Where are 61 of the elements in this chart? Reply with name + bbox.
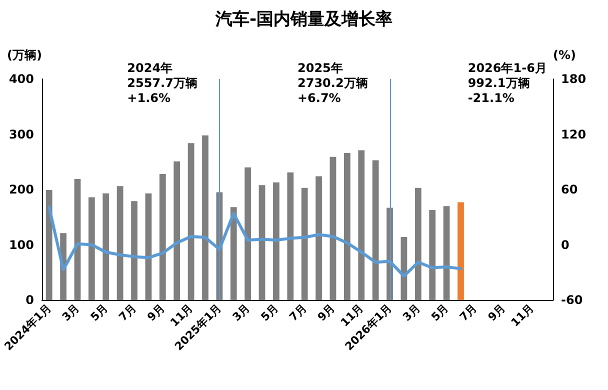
x-tick-label: 5月	[88, 301, 110, 324]
bar	[74, 179, 81, 300]
text: 2025年	[297, 61, 343, 75]
annotation: 992.1万辆	[468, 76, 530, 90]
bar	[287, 172, 294, 300]
x-tick-label: 9月	[144, 301, 168, 324]
bar	[244, 167, 252, 300]
bar	[443, 206, 450, 300]
annotation: +1.6%	[127, 91, 171, 105]
bar	[330, 156, 336, 300]
bar	[414, 188, 422, 300]
bar	[202, 135, 208, 300]
bar	[102, 193, 110, 300]
bar	[46, 190, 52, 300]
bar	[344, 153, 350, 300]
bar	[116, 186, 124, 300]
y-tick-label: 200	[8, 182, 34, 196]
bar	[301, 188, 308, 300]
annotation: 2730.2万辆	[297, 76, 368, 90]
bar	[159, 174, 166, 300]
bar	[174, 161, 180, 300]
x-tick-label: 7月	[286, 301, 310, 324]
bar	[429, 210, 436, 300]
bar	[258, 185, 266, 300]
y2-axis-title: (%)	[553, 48, 576, 62]
bar	[316, 176, 322, 300]
x-tick-label: 11月	[508, 301, 536, 330]
annotation: +6.7%	[297, 91, 341, 105]
bar	[230, 207, 237, 300]
text: 2026年1-6月	[468, 61, 547, 75]
x-tick-label: 9月	[315, 301, 338, 324]
bar	[273, 182, 280, 300]
text: 2024年	[127, 61, 173, 75]
y-axis-title: (万辆)	[7, 48, 42, 62]
y2-tick-label: 180	[561, 72, 586, 86]
bar	[358, 150, 365, 300]
x-tick-label: 7月	[457, 301, 480, 324]
y-tick-label: 300	[8, 127, 34, 142]
y-tick-label: 100	[8, 238, 34, 252]
y2-tick-label: -60	[561, 293, 583, 307]
bar	[458, 202, 464, 300]
x-tick-label: 3月	[60, 301, 82, 324]
annotation: -21.1%	[468, 91, 514, 105]
y-tick-label: 0	[26, 293, 34, 307]
x-tick-label: 5月	[258, 301, 281, 324]
bar	[88, 197, 95, 300]
annotation: 2557.7万辆	[127, 76, 198, 90]
y-tick-label: 400	[8, 72, 34, 86]
y2-tick-label: 0	[561, 238, 570, 252]
x-tick-label: 9月	[486, 301, 508, 324]
bar	[372, 160, 379, 300]
x-tick-label: 7月	[116, 301, 139, 324]
y2-tick-label: 60	[561, 182, 578, 196]
bar	[145, 193, 152, 300]
x-tick-label: 3月	[230, 301, 252, 324]
bar	[188, 143, 194, 300]
bar	[131, 201, 138, 300]
chart-title: 汽车-国内销量及增长率	[214, 10, 393, 30]
x-tick-label: 5月	[428, 301, 452, 324]
x-tick-label: 3月	[400, 301, 423, 324]
y2-tick-label: 120	[561, 127, 586, 142]
